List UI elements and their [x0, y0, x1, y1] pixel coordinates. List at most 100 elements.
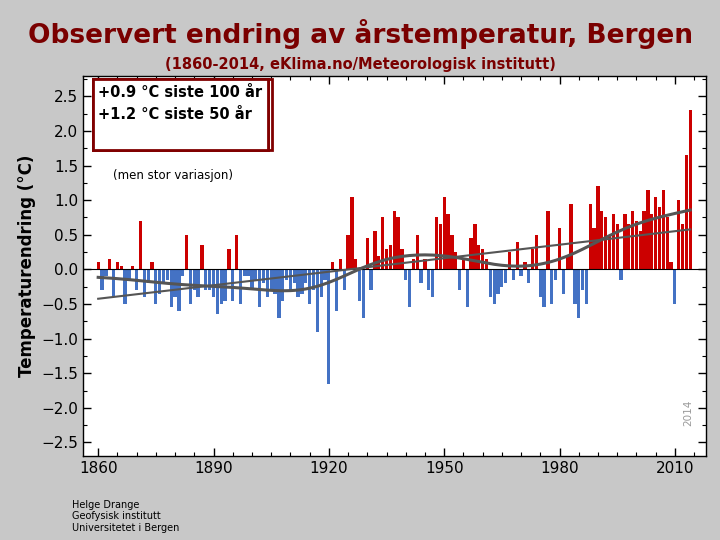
- Bar: [485, 259, 488, 269]
- Bar: [154, 269, 158, 304]
- Bar: [350, 197, 354, 269]
- Bar: [289, 269, 292, 290]
- Bar: [665, 218, 669, 269]
- Bar: [546, 211, 549, 269]
- Bar: [170, 269, 173, 307]
- Bar: [535, 235, 538, 269]
- Text: +0.9 °C siste 100 år
+1.2 °C siste 50 år: +0.9 °C siste 100 år +1.2 °C siste 50 år: [99, 85, 263, 145]
- Bar: [558, 228, 561, 269]
- Bar: [585, 269, 588, 304]
- Bar: [438, 225, 442, 269]
- Bar: [208, 269, 211, 290]
- Bar: [519, 269, 523, 276]
- Bar: [415, 235, 419, 269]
- Bar: [573, 269, 577, 304]
- Bar: [281, 269, 284, 301]
- Bar: [443, 197, 446, 269]
- Bar: [489, 269, 492, 297]
- Text: Helge Drange
Geofysisk institutt
Universitetet i Bergen: Helge Drange Geofysisk institutt Univers…: [72, 500, 179, 532]
- Bar: [458, 269, 462, 290]
- Bar: [258, 269, 261, 307]
- Bar: [239, 269, 242, 304]
- Bar: [570, 204, 572, 269]
- Bar: [673, 269, 677, 304]
- Bar: [647, 190, 649, 269]
- Bar: [193, 269, 196, 290]
- Bar: [504, 269, 508, 284]
- Bar: [362, 269, 365, 318]
- Bar: [323, 269, 327, 280]
- Bar: [539, 269, 542, 297]
- Bar: [596, 186, 600, 269]
- Bar: [369, 269, 373, 290]
- Bar: [123, 269, 127, 304]
- Bar: [108, 259, 112, 269]
- Bar: [397, 218, 400, 269]
- Bar: [681, 225, 684, 269]
- Bar: [466, 269, 469, 307]
- Bar: [385, 248, 388, 269]
- Bar: [220, 269, 222, 304]
- Bar: [304, 269, 307, 284]
- Bar: [100, 269, 104, 290]
- Bar: [212, 269, 215, 297]
- Bar: [658, 207, 661, 269]
- Text: +0.9 °C siste 100 år
+1.2 °C siste 50 år: +0.9 °C siste 100 år +1.2 °C siste 50 år: [99, 85, 263, 145]
- Text: Observert endring av årstemperatur, Bergen: Observert endring av årstemperatur, Berg…: [27, 19, 693, 49]
- Text: +0.9 °C siste 100 år
+1.2 °C siste 50 år
(men stor variasjon): +0.9 °C siste 100 år +1.2 °C siste 50 år…: [99, 85, 266, 145]
- Bar: [174, 269, 176, 297]
- Bar: [639, 231, 642, 269]
- Bar: [481, 248, 485, 269]
- Bar: [338, 259, 342, 269]
- Bar: [412, 259, 415, 269]
- Bar: [331, 262, 334, 269]
- Bar: [366, 238, 369, 269]
- Bar: [312, 269, 315, 290]
- Bar: [335, 269, 338, 311]
- Bar: [320, 269, 323, 297]
- Bar: [654, 197, 657, 269]
- Bar: [612, 214, 615, 269]
- Bar: [139, 221, 142, 269]
- Bar: [189, 269, 192, 304]
- Bar: [147, 269, 150, 284]
- Bar: [531, 248, 534, 269]
- Bar: [104, 269, 107, 276]
- Bar: [577, 269, 580, 318]
- Bar: [315, 269, 319, 332]
- Bar: [381, 218, 384, 269]
- Bar: [500, 269, 503, 287]
- Bar: [246, 269, 250, 276]
- Bar: [473, 225, 477, 269]
- Bar: [274, 269, 276, 294]
- Bar: [512, 269, 515, 280]
- Bar: [374, 231, 377, 269]
- Bar: [251, 269, 253, 290]
- Bar: [562, 269, 565, 294]
- Bar: [550, 269, 554, 304]
- Bar: [308, 269, 311, 304]
- Bar: [650, 214, 654, 269]
- Bar: [496, 269, 500, 294]
- Bar: [120, 266, 123, 269]
- Bar: [266, 269, 269, 297]
- Bar: [162, 269, 165, 284]
- Bar: [593, 228, 595, 269]
- Bar: [181, 269, 184, 276]
- Bar: [131, 266, 135, 269]
- Bar: [450, 235, 454, 269]
- Bar: [677, 200, 680, 269]
- Text: (1860-2014, eKlima.no/Meteorologisk institutt): (1860-2014, eKlima.no/Meteorologisk inst…: [165, 57, 555, 72]
- Text: 2014: 2014: [683, 400, 693, 426]
- Bar: [523, 262, 526, 269]
- Bar: [197, 269, 199, 297]
- Bar: [343, 269, 346, 290]
- Bar: [408, 269, 411, 307]
- Bar: [604, 218, 607, 269]
- Bar: [619, 269, 623, 280]
- Bar: [392, 211, 396, 269]
- Bar: [135, 269, 138, 290]
- Bar: [358, 269, 361, 301]
- Bar: [150, 262, 153, 269]
- Bar: [223, 269, 227, 301]
